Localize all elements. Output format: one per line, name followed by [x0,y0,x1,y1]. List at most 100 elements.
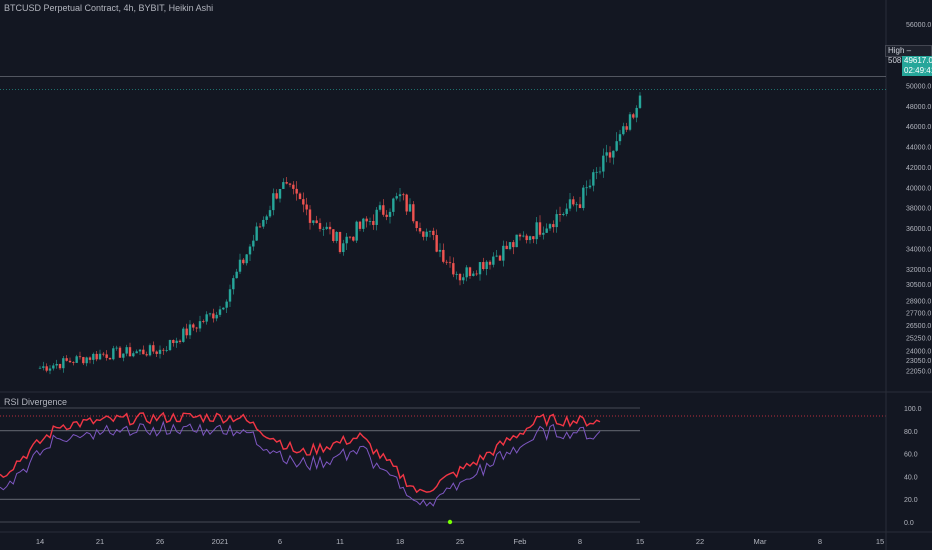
candle-body [508,242,512,250]
candle-body [65,358,68,361]
candle-body [82,357,85,364]
candle-body [92,353,95,360]
candle-body [262,219,265,227]
candle-body [138,349,142,352]
candle-body [515,234,518,248]
candle-body [222,307,225,310]
candle-body [422,231,425,237]
candle-body [348,236,352,238]
candle-body [358,221,362,229]
price-tick-label: 34000.0 [906,246,931,253]
candle-body [452,263,455,275]
candle-body [522,235,525,237]
time-tick-label: 14 [36,537,44,546]
time-tick-label: Feb [514,537,527,546]
candle-body [472,273,475,276]
candle-body [68,360,72,363]
candle-body [172,340,175,344]
price-tick-label: 46000.0 [906,124,931,131]
candle-body [285,182,288,184]
time-tick-label: 18 [396,537,404,546]
price-tick-label: 56000.0 [906,22,931,29]
candle-body [242,259,245,264]
candle-body [275,193,278,199]
candle-body [168,340,172,351]
candle-body [372,221,375,225]
candle-body [535,222,538,240]
bullish-signal-dot [447,519,453,525]
candle-body [415,221,418,228]
candle-body [595,171,598,173]
candle-body [318,223,322,229]
candle-body [492,256,495,265]
candle-body [182,328,185,342]
high-label: High [888,46,905,55]
candle-body [315,220,318,224]
candle-body [405,194,408,212]
candle-body [108,357,112,360]
candle-body [635,107,638,118]
candle-body [142,349,145,355]
price-tick-label: 32000.0 [906,267,931,274]
candle-body [218,309,222,315]
candle-body [305,204,308,210]
candle-body [588,185,592,188]
candle-body [488,261,492,265]
candle-body [198,321,202,329]
time-tick-label: 21 [96,537,104,546]
candle-body [512,242,515,248]
time-tick-label: 26 [156,537,164,546]
candle-body [495,255,498,257]
candle-body [568,199,572,209]
candle-body [255,226,258,241]
candle-body [258,226,262,228]
price-tick-label: 25250.0 [906,336,931,343]
price-tick-label: 48000.0 [906,104,931,111]
candle-body [208,313,212,315]
bar-countdown: 02:49:41 [902,66,932,76]
candle-body [112,348,115,360]
candle-body [48,368,52,371]
candle-body [352,236,355,241]
candle-body [498,255,502,261]
time-axis: 14 21 26 2021 6 11 18 25 Feb 8 15 22 Mar 8 15 [36,537,884,546]
candle-body [345,236,348,244]
candle-body [505,245,508,250]
time-tick-label: 2021 [212,537,229,546]
candle-body [602,155,605,172]
candle-body [625,126,628,130]
indicator-title: RSI Divergence [4,397,68,407]
candle-body [562,213,565,215]
candle-body [85,357,88,364]
time-tick-label: 15 [636,537,644,546]
candle-body [382,205,385,215]
candle-body [375,209,378,225]
candle-body [272,193,275,211]
candle-body [442,249,445,262]
rsi-tick-label: 40.0 [904,474,918,481]
price-tick-label: 27700.0 [906,311,931,318]
candle-body [528,236,532,241]
candle-body [622,126,625,135]
candle-body [308,209,312,223]
candle-body [385,214,388,217]
time-tick-label: 8 [818,537,822,546]
candle-body [398,194,402,197]
candle-body [425,231,428,237]
candle-body [152,345,155,352]
candle-body [58,363,62,369]
candle-body [572,199,575,205]
candle-body [78,356,82,358]
last-price-tag: 49617.0 [902,56,932,66]
candle-body [355,221,358,241]
candle-body [298,193,302,200]
candle-body [548,224,552,229]
candle-body [582,187,585,209]
rsi-tick-label: 20.0 [904,497,918,504]
candle-body [158,349,162,354]
candle-body [38,367,42,369]
candle-body [55,363,58,366]
candle-body [95,353,98,360]
time-tick-label: 6 [278,537,282,546]
candle-body [162,349,165,351]
